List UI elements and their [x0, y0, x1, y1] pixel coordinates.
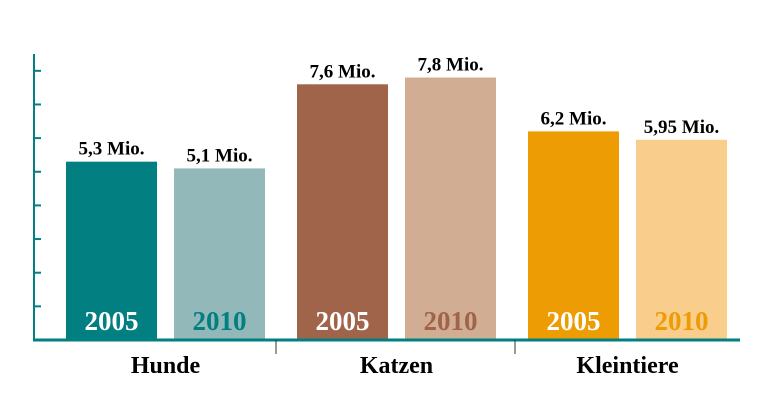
bar-katzen-2005 — [297, 84, 388, 341]
data-label-kleintiere-2005: 6,2 Mio. — [541, 108, 607, 129]
bar-kleintiere-2005 — [528, 131, 619, 340]
bar-katzen-2010 — [405, 77, 496, 340]
category-label-kleintiere: Kleintiere — [576, 353, 679, 379]
year-label-kleintiere-2005: 2005 — [547, 306, 601, 336]
year-label-katzen-2005: 2005 — [316, 306, 370, 336]
year-label-hunde-2005: 2005 — [85, 306, 139, 336]
data-label-hunde-2010: 5,1 Mio. — [187, 145, 253, 166]
category-label-hunde: Hunde — [131, 353, 201, 379]
year-label-katzen-2010: 2010 — [424, 306, 478, 336]
data-label-kleintiere-2010: 5,95 Mio. — [644, 117, 719, 138]
year-label-hunde-2010: 2010 — [193, 306, 247, 336]
year-label-kleintiere-2010: 2010 — [655, 306, 709, 336]
data-label-katzen-2010: 7,8 Mio. — [418, 55, 484, 76]
bar-kleintiere-2010 — [636, 139, 727, 340]
bar-hunde-2005 — [66, 161, 157, 340]
category-label-katzen: Katzen — [360, 353, 433, 379]
data-label-katzen-2005: 7,6 Mio. — [310, 61, 376, 82]
data-label-hunde-2005: 5,3 Mio. — [79, 139, 145, 160]
bar-hunde-2010 — [174, 168, 265, 340]
chart-axes — [33, 54, 740, 354]
chart-marks: 5,3 Mio. 2005 5,1 Mio. 2010 Hunde 7,6 Mio. 200… — [66, 55, 727, 379]
